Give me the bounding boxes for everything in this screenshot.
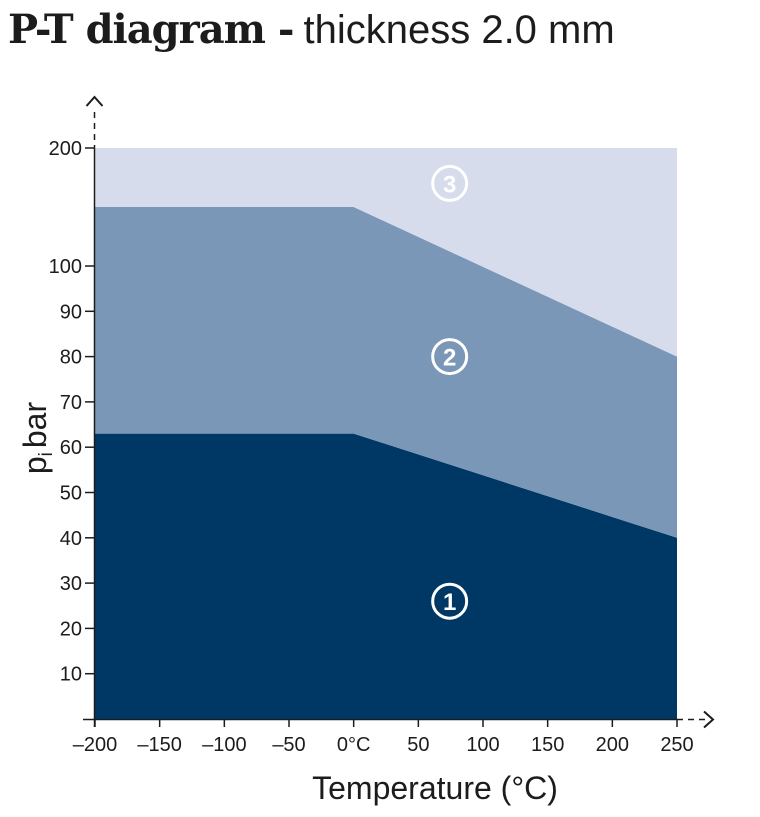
zone-2-circle	[431, 338, 469, 376]
x-axis-arrow	[703, 710, 715, 729]
x-tick-label: 250	[660, 734, 693, 756]
y-tick-label: 90	[60, 301, 82, 323]
y-axis-label-rest: bar	[17, 402, 53, 449]
y-tick-label: 60	[60, 437, 82, 459]
y-tick-label: 100	[49, 256, 82, 278]
zone-1-label: 1	[431, 582, 469, 620]
x-axis-label: Temperature (°C)	[312, 770, 558, 806]
x-tick-label: 150	[531, 734, 564, 756]
x-ticks: –200 –150 –100 –50 0°C 50 100 150 200 250	[73, 719, 694, 756]
title-bold: P-T diagram -	[8, 6, 294, 53]
y-tick-label: 30	[60, 573, 82, 595]
y-axis-label-sub: i	[36, 452, 57, 456]
zone-3-circle	[431, 164, 469, 202]
x-tick-label: 50	[407, 734, 429, 756]
zone-3-label: 3	[431, 164, 469, 202]
y-axis-arrow	[85, 95, 104, 107]
x-tick-label: 0°C	[337, 734, 371, 756]
axes	[83, 95, 715, 729]
zone-3-number: 3	[443, 171, 456, 198]
y-tick-label: 70	[60, 392, 82, 414]
x-tick-label: –200	[73, 734, 118, 756]
y-axis-label: pi bar	[17, 402, 57, 475]
zone-3-area	[95, 148, 677, 357]
x-tick-label: –50	[272, 734, 305, 756]
y-tick-label: 10	[60, 664, 82, 686]
zone-2-area	[95, 207, 677, 538]
zone-areas	[95, 148, 677, 719]
x-tick-label: –100	[202, 734, 247, 756]
title-rest: thickness 2.0 mm	[303, 8, 615, 52]
y-tick-label: 50	[60, 483, 82, 505]
x-tick-label: 100	[466, 734, 499, 756]
zone-1-circle	[431, 582, 469, 620]
zone-2-number: 2	[443, 345, 456, 372]
y-ticks: 10 20 30 40 50 60 70 80 90 100 200	[49, 138, 95, 686]
y-tick-label: 40	[60, 528, 82, 550]
x-tick-label: –150	[137, 734, 182, 756]
x-tick-label: 200	[596, 734, 629, 756]
page-title: P-T diagram - thickness 2.0 mm	[8, 6, 615, 54]
y-tick-label: 80	[60, 347, 82, 369]
zone-1-number: 1	[443, 589, 456, 616]
zone-labels: 1 2 3	[431, 164, 469, 620]
y-tick-label: 200	[49, 138, 82, 160]
y-tick-label: 20	[60, 618, 82, 640]
zone-1-area	[95, 433, 677, 719]
zone-2-label: 2	[431, 338, 469, 376]
y-axis-label-main: p	[17, 456, 53, 474]
